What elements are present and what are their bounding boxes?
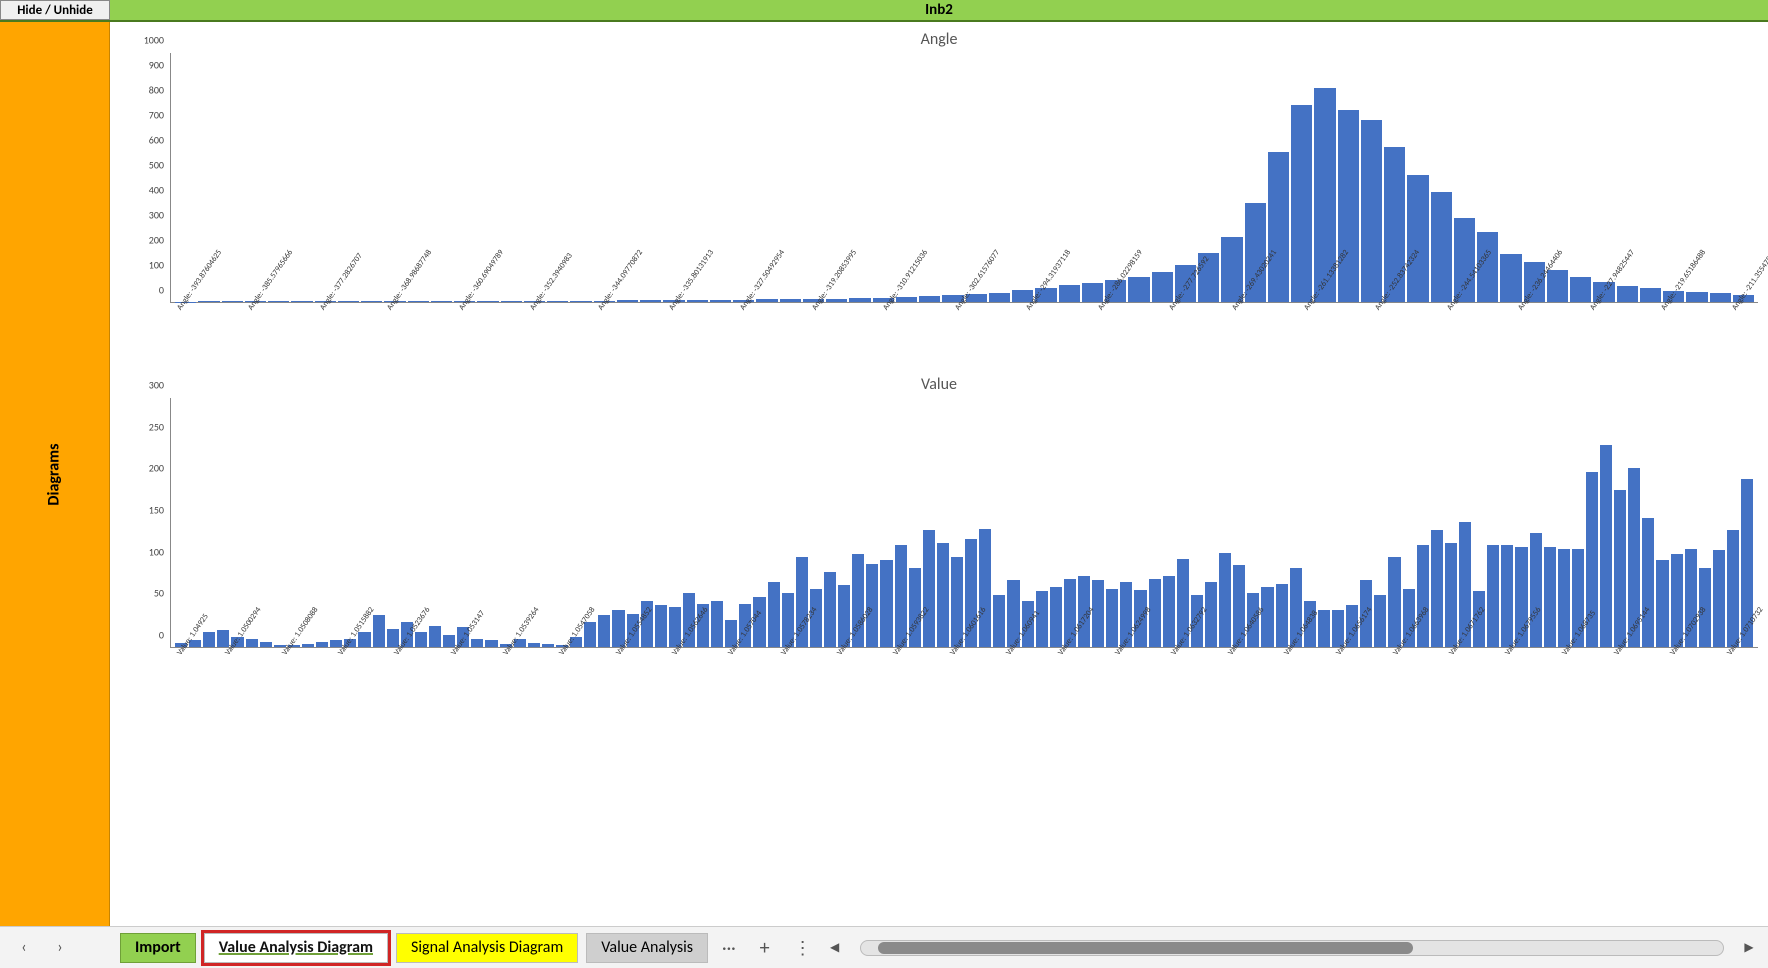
y-tick: 100	[149, 545, 164, 558]
main-area: Diagrams Angle 0100200300400500600700800…	[0, 22, 1768, 926]
y-tick: 1000	[144, 34, 164, 47]
y-tick: 200	[149, 462, 164, 475]
y-tick: 900	[149, 59, 164, 72]
y-tick: 300	[149, 209, 164, 222]
side-rail-label: Diagrams	[45, 443, 64, 505]
sheet-tab-bar: ‹ › Import Value Analysis Diagram Signal…	[0, 926, 1768, 968]
side-rail: Diagrams	[0, 22, 110, 926]
hscroll-left[interactable]: ◀	[826, 940, 844, 955]
tab-import[interactable]: Import	[120, 933, 196, 963]
y-tick: 700	[149, 109, 164, 122]
hide-unhide-button[interactable]: Hide / Unhide	[0, 0, 110, 20]
y-tick: 200	[149, 234, 164, 247]
app-root: Hide / Unhide Inb2 Diagrams Angle 0 100 20…	[0, 0, 1768, 968]
horizontal-scrollbar-thumb[interactable]	[878, 942, 1413, 954]
tab-nav-next[interactable]: ›	[46, 934, 74, 962]
tab-signal-analysis-diagram[interactable]: Signal Analysis Diagram	[396, 933, 578, 963]
tab-add-button[interactable]: +	[750, 936, 780, 960]
y-tick: 150	[149, 504, 164, 517]
y-tick: 100	[149, 259, 164, 272]
tab-nav-prev[interactable]: ‹	[10, 934, 38, 962]
chart-angle-yaxis: 01002003004005006007008009001000	[120, 53, 170, 303]
y-tick: 800	[149, 84, 164, 97]
chart-value-plotwrap	[170, 398, 1758, 648]
tab-value-analysis-2[interactable]: Value Analysis	[586, 933, 708, 963]
chart-angle-xlabels: Angle: -393.87604625Angle: -385.57965666…	[120, 303, 1758, 373]
y-tick: 400	[149, 184, 164, 197]
chart-angle-title: Angle	[120, 28, 1758, 53]
chart-value-xlabels: Value: 1.04925Value: 1.0500294Value: 1.0…	[120, 648, 1758, 712]
chart-value: Value 0 50 100 150 200 250 300 Value: 1.04925V…	[120, 373, 1758, 712]
y-tick: 250	[149, 420, 164, 433]
y-tick: 300	[149, 379, 164, 392]
y-tick: 50	[154, 587, 164, 600]
workbook-title: Inb2	[110, 0, 1768, 20]
y-tick: 0	[159, 284, 164, 297]
horizontal-scrollbar[interactable]	[860, 940, 1724, 956]
y-tick: 500	[149, 159, 164, 172]
charts-panel: Angle 01002003004005006007008009001000 A…	[110, 22, 1768, 926]
bar	[1614, 490, 1626, 647]
chart-value-title: Value	[120, 373, 1758, 398]
tab-value-analysis-diagram[interactable]: Value Analysis Diagram	[204, 933, 388, 963]
chart-angle: Angle 0 100 200 300 400 500 600 700 800 900 1000 A…	[120, 28, 1758, 373]
chart-value-yaxis: 050100150200250300	[120, 398, 170, 648]
chart-angle-plotwrap	[170, 53, 1758, 303]
top-row: Hide / Unhide Inb2	[0, 0, 1768, 22]
hscroll-right[interactable]: ▶	[1740, 940, 1758, 955]
tab-overflow-button[interactable]: ···	[716, 937, 742, 959]
chart-value-plot	[170, 398, 1758, 648]
y-tick: 0	[159, 629, 164, 642]
tab-menu-button[interactable]: ⋮	[788, 937, 818, 959]
chart-angle-plot	[170, 53, 1758, 303]
y-tick: 600	[149, 134, 164, 147]
